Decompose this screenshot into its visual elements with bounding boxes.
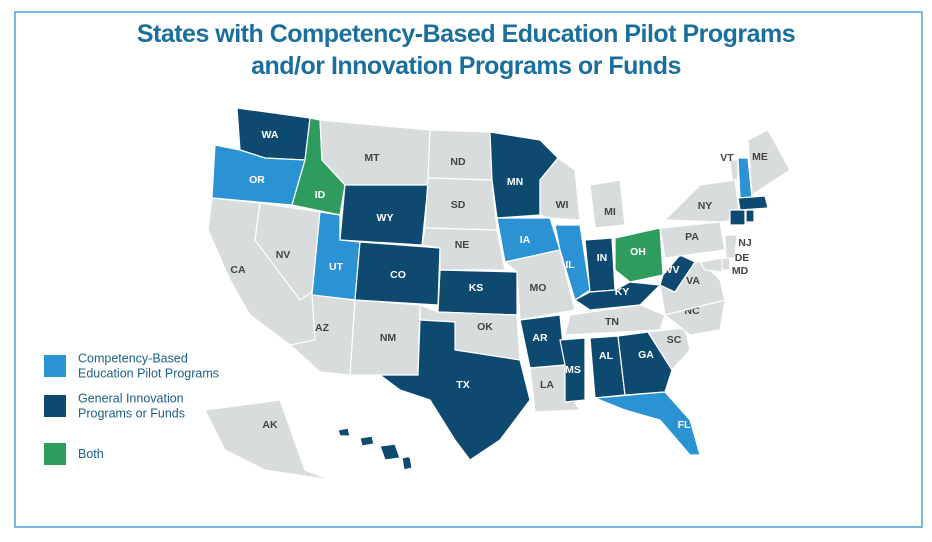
- state: [554, 224, 591, 301]
- legend-label: Programs or Funds: [78, 407, 185, 421]
- state-label: IL: [565, 259, 575, 271]
- legend-label: General Innovation: [78, 392, 184, 406]
- legend-label: Competency-Based: [78, 352, 188, 366]
- state: [617, 331, 673, 396]
- state-label: VT: [720, 152, 734, 164]
- state: [254, 202, 321, 301]
- state-label: MO: [530, 282, 547, 294]
- state: [737, 195, 769, 211]
- state-label: WA: [262, 129, 279, 141]
- state: [659, 221, 726, 259]
- state-label: FL: [678, 419, 691, 431]
- state-label: NE: [455, 239, 470, 251]
- state: [724, 234, 738, 259]
- state: [337, 427, 413, 471]
- state-label: NM: [380, 332, 397, 344]
- legend-label: Education Pilot Programs: [78, 367, 219, 381]
- state-label: CO: [390, 269, 406, 281]
- state-label: MD: [732, 265, 749, 277]
- state: [614, 227, 664, 283]
- state-label: OK: [477, 321, 493, 333]
- legend-swatch: [44, 355, 66, 377]
- legend-label: Both: [78, 447, 104, 461]
- state-label: MS: [565, 364, 581, 376]
- state-label: ND: [450, 156, 466, 168]
- state-label: NJ: [738, 237, 752, 249]
- state: [659, 254, 696, 293]
- state: [729, 159, 739, 181]
- state-label: AZ: [315, 322, 330, 334]
- legend-swatch: [44, 443, 66, 465]
- state-label: KS: [469, 282, 484, 294]
- state-label: HI: [408, 449, 419, 461]
- state-label: CA: [230, 264, 246, 276]
- state-label: OH: [630, 246, 646, 258]
- state-label: WI: [556, 199, 569, 211]
- state: [594, 391, 701, 456]
- state-label: WV: [663, 264, 680, 276]
- state-label: MT: [364, 152, 380, 164]
- state: [663, 179, 741, 223]
- state-label: AL: [599, 350, 614, 362]
- state-label: RI: [765, 209, 776, 221]
- legend-swatch: [44, 395, 66, 417]
- title-line: States with Competency-Based Education P…: [137, 20, 795, 48]
- state: [646, 327, 691, 371]
- frame: [14, 11, 923, 528]
- state-label: CT: [748, 224, 763, 236]
- state: [378, 319, 531, 461]
- state-label: MN: [507, 176, 523, 188]
- state: [204, 399, 331, 481]
- state-label: LA: [540, 379, 554, 391]
- state-label: AK: [262, 419, 278, 431]
- state-label: KY: [615, 286, 630, 298]
- state: [503, 249, 576, 321]
- state-label: GA: [638, 349, 654, 361]
- state: [559, 337, 586, 403]
- state-label: IA: [520, 234, 531, 246]
- state-label: TX: [456, 379, 469, 391]
- state-label: NY: [698, 200, 713, 212]
- state-label: ME: [752, 151, 768, 163]
- state: [729, 209, 746, 226]
- state: [589, 179, 626, 229]
- state-label: MI: [604, 206, 616, 218]
- state: [564, 304, 666, 336]
- us-map: WA OR CA ID NV MT WY UT AZ CO NM ND SD NE KS OK TX MN IA MO…: [204, 107, 791, 481]
- state-label: SC: [667, 334, 682, 346]
- state-label: TN: [605, 316, 619, 328]
- state-label: WY: [377, 212, 394, 224]
- state-label: AR: [532, 332, 548, 344]
- title-line: and/or Innovation Programs or Funds: [251, 52, 681, 80]
- state-label: OR: [249, 174, 265, 186]
- state-label: IN: [597, 252, 608, 264]
- state: [573, 281, 662, 311]
- state-label: VA: [686, 275, 700, 287]
- state: [745, 209, 755, 223]
- state-label: SD: [451, 199, 466, 211]
- state-label: NV: [276, 249, 291, 261]
- state: [721, 257, 731, 271]
- state-label: MA: [770, 197, 787, 209]
- state: [539, 157, 581, 221]
- state: [747, 129, 791, 197]
- state: [584, 237, 616, 293]
- state-label: DE: [735, 252, 750, 264]
- state-label: ID: [315, 189, 326, 201]
- state: [699, 257, 723, 273]
- state-label: PA: [685, 231, 699, 243]
- state-label: UT: [329, 261, 344, 273]
